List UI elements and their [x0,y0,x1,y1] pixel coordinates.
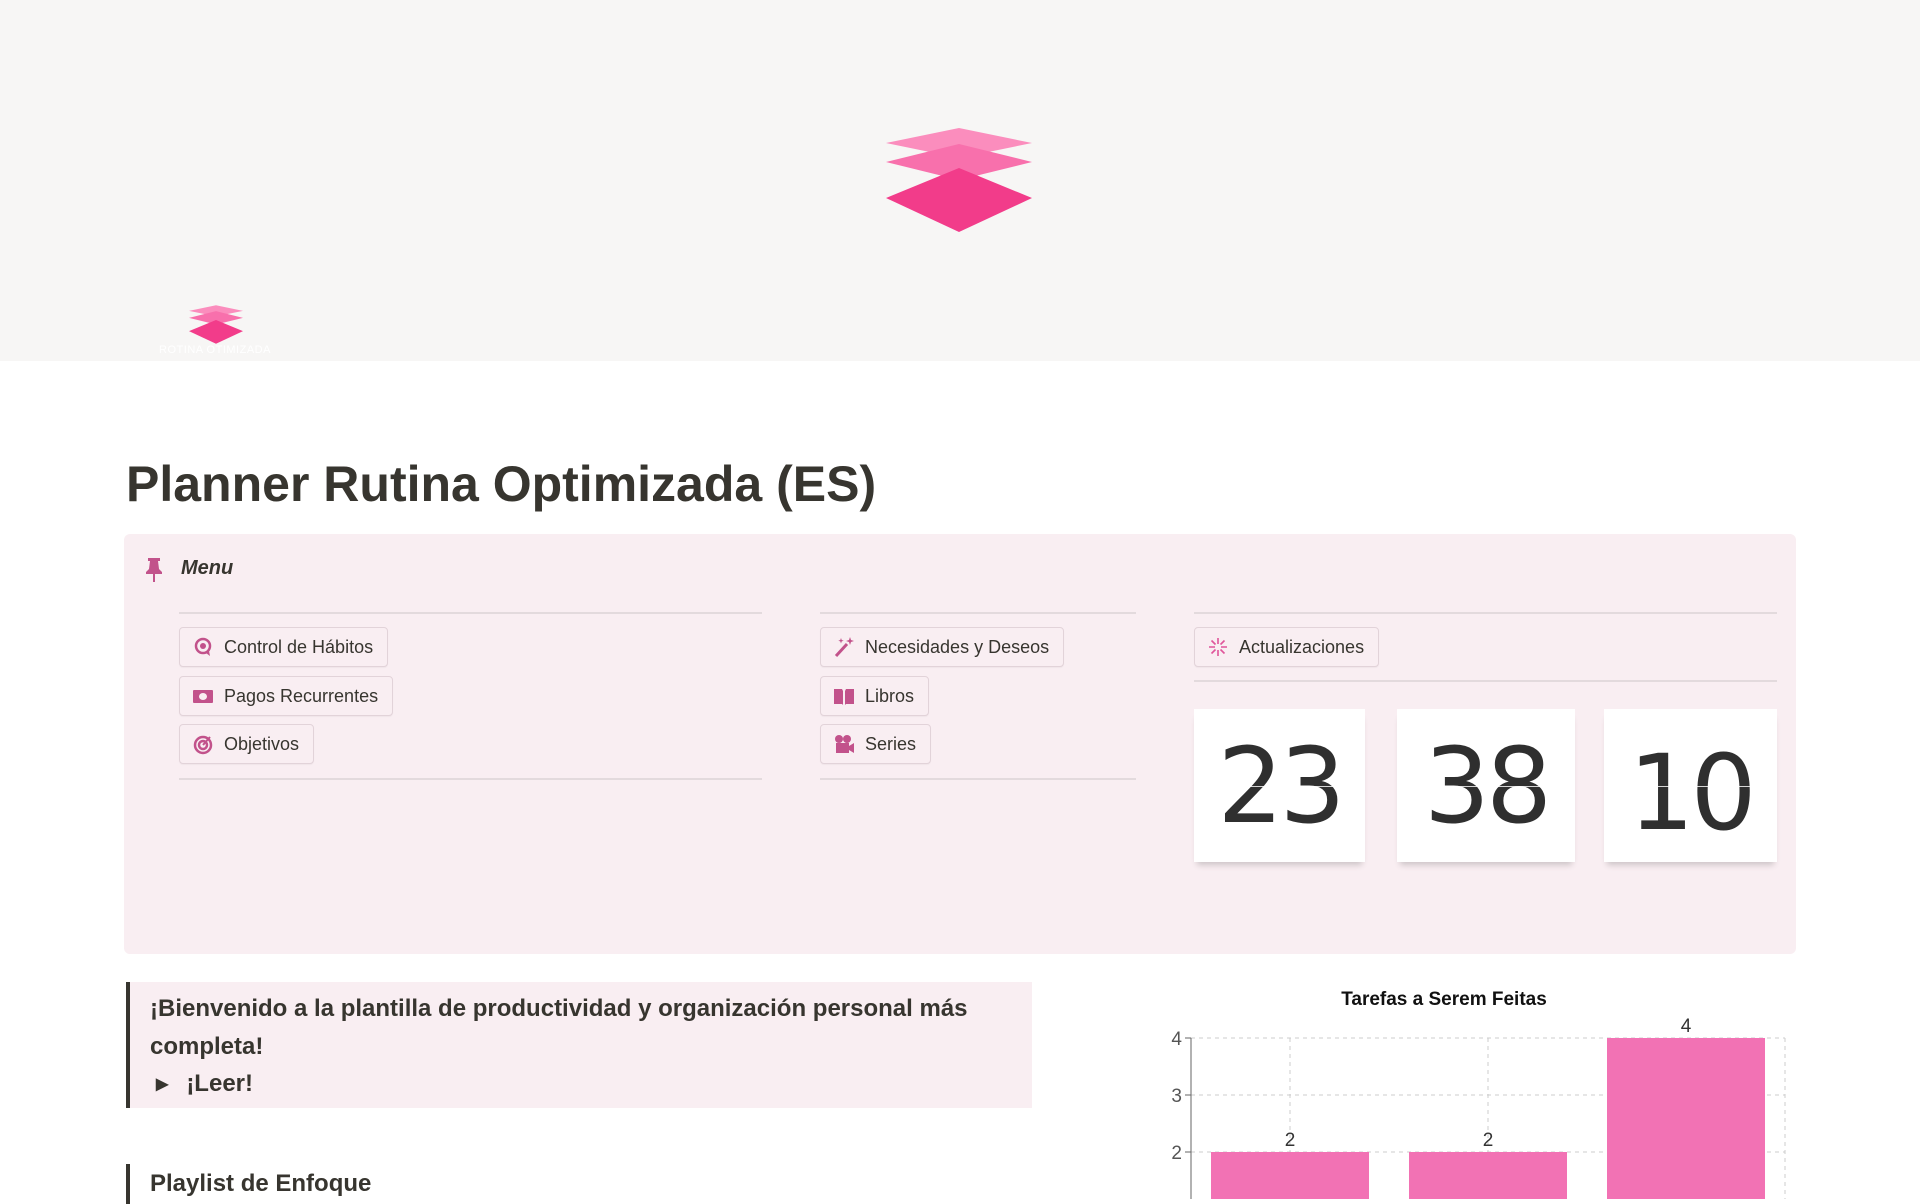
link-pagos-recurrentes[interactable]: Pagos Recurrentes [179,676,394,716]
link-necesidades-y-deseos[interactable]: Necesidades y Deseos [820,627,1065,667]
divider [179,612,762,614]
welcome-text: ¡Bienvenido a la plantilla de productivi… [150,995,968,1060]
magic-wand-icon [834,637,854,658]
menu-label: Menu [181,557,234,579]
sparkle-icon [1209,638,1227,656]
link-objetivos[interactable]: Objetivos [179,724,315,764]
link-label: Series [865,733,917,754]
divider [820,778,1136,780]
y-tick-label: 3 [1171,1086,1182,1107]
habit-loop-icon [194,637,212,656]
chart-title: Tarefas a Serem Feitas [1341,989,1547,1010]
link-actualizaciones[interactable]: Actualizaciones [1194,627,1380,667]
y-tick-label: 2 [1171,1143,1182,1164]
bar [1409,1152,1567,1199]
divider [1194,680,1777,682]
link-label: Necesidades y Deseos [865,636,1050,657]
toggle-label: ¡Leer! [186,1070,253,1097]
pin-icon [146,558,162,582]
link-label: Libros [865,685,915,706]
link-label: Pagos Recurrentes [224,685,379,706]
cover-logo-icon [886,128,1032,232]
link-libros[interactable]: Libros [820,676,930,716]
bar [1607,1038,1765,1199]
bar [1211,1152,1369,1199]
link-control-de-habitos[interactable]: Control de Hábitos [179,627,389,667]
page-title: Planner Rutina Optimizada (ES) [126,456,877,512]
read-toggle[interactable]: ▶ ¡Leer! [150,1070,1012,1098]
bar-value-label: 4 [1681,1016,1692,1037]
link-label: Actualizaciones [1239,636,1365,657]
clock-hours: 23 [1194,709,1365,862]
y-tick-label: 4 [1171,1029,1182,1050]
divider [179,778,762,780]
divider [1194,612,1777,614]
cover-image: ROTINA OTIMIZADA [0,0,1920,361]
divider [820,612,1136,614]
logo-text: ROTINA OTIMIZADA [159,344,271,356]
playlist-heading: Playlist de Enfoque [126,1164,371,1204]
book-icon [834,689,854,705]
triangle-right-icon: ▶ [156,1076,169,1093]
bar-value-label: 2 [1285,1130,1296,1151]
bar-value-label: 2 [1483,1130,1494,1151]
tasks-bar-chart: Tarefas a Serem Feitas 2 3 4 2 2 4 [1171,989,1786,1199]
link-series[interactable]: Series [820,724,932,764]
target-icon [193,735,213,755]
link-label: Control de Hábitos [224,636,374,657]
welcome-quote: ¡Bienvenido a la plantilla de productivi… [126,982,1032,1108]
link-label: Objetivos [224,733,300,754]
page-icon-logo [189,305,243,344]
clock-minutes: 38 [1397,709,1575,862]
money-icon [193,690,213,703]
clock-seconds: 10 [1604,709,1777,862]
video-camera-icon [835,735,854,753]
